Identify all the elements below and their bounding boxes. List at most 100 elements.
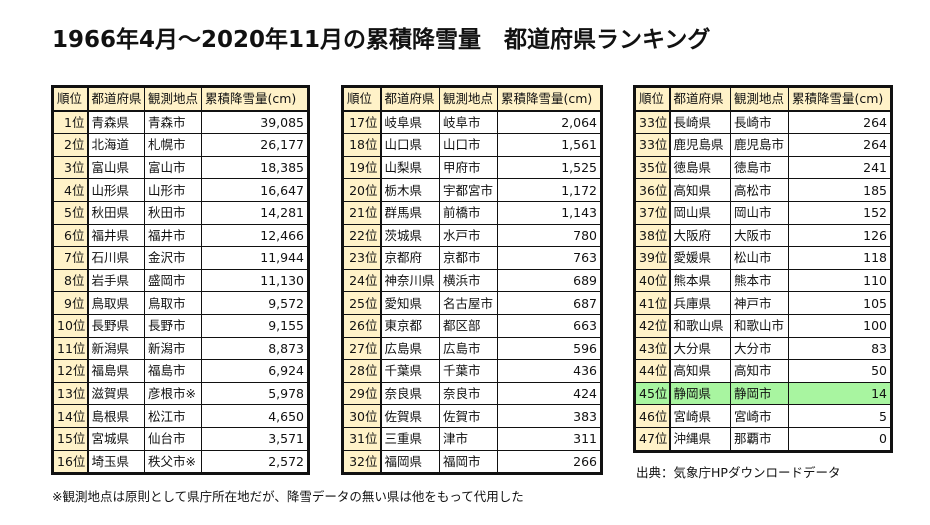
rank-cell: 24位 xyxy=(342,268,382,293)
snowfall-cell: 3,571 xyxy=(201,426,309,451)
snowfall-cell: 50 xyxy=(788,359,892,383)
prefecture-cell: 岡山県 xyxy=(669,200,731,225)
table-row: 12位 福島県 福島市 6,924 xyxy=(52,359,309,383)
snowfall-cell: 1,172 xyxy=(497,178,602,202)
snowfall-cell: 39,085 xyxy=(201,110,309,135)
ranking-table-2: 順位 都道府県 観測地点 累積降雪量(cm) 17位 岐阜県 岐阜市 2,064 18位 山口県… xyxy=(341,85,603,476)
snowfall-cell: 12,466 xyxy=(201,223,309,248)
station-cell: 徳島市 xyxy=(730,155,789,180)
station-cell: 広島市 xyxy=(439,336,498,361)
rank-cell: 39位 xyxy=(634,246,671,270)
station-cell: 長野市 xyxy=(144,313,202,338)
snowfall-cell: 0 xyxy=(788,426,892,452)
rank-cell: 20位 xyxy=(342,178,382,202)
snowfall-cell: 311 xyxy=(497,426,602,451)
prefecture-cell: 鹿児島県 xyxy=(669,133,731,157)
rank-cell: 32位 xyxy=(342,449,382,475)
station-header: 観測地点 xyxy=(144,85,202,112)
table-row: 13位 滋賀県 彦根市※ 5,978 xyxy=(52,381,309,406)
rank-cell: 12位 xyxy=(52,359,89,383)
table-row: 5位 秋田県 秋田市 14,281 xyxy=(52,200,309,225)
station-cell: 彦根市※ xyxy=(144,381,202,406)
prefecture-cell: 栃木県 xyxy=(380,178,440,202)
table-row: 39位 愛媛県 松山市 118 xyxy=(634,246,892,270)
station-cell: 鳥取市 xyxy=(144,291,202,315)
prefecture-cell: 北海道 xyxy=(87,133,145,157)
station-cell: 水戸市 xyxy=(439,223,498,248)
table-row: 19位 山梨県 甲府市 1,525 xyxy=(342,155,602,180)
prefecture-cell: 山形県 xyxy=(87,178,145,202)
snowfall-cell: 185 xyxy=(788,178,892,202)
rank-cell: 17位 xyxy=(342,110,382,135)
rank-cell: 38位 xyxy=(634,223,671,248)
table-row: 16位 埼玉県 秩父市※ 2,572 xyxy=(52,449,309,475)
snowfall-cell: 1,561 xyxy=(497,133,602,157)
station-cell: 和歌山市 xyxy=(730,313,789,338)
snowfall-cell: 383 xyxy=(497,404,602,428)
table-row: 24位 神奈川県 横浜市 689 xyxy=(342,268,602,293)
rank-cell: 42位 xyxy=(634,313,671,338)
rank-cell: 37位 xyxy=(634,200,671,225)
table-row: 1位 青森県 青森市 39,085 xyxy=(52,110,309,135)
snowfall-cell: 118 xyxy=(788,246,892,270)
rank-cell: 43位 xyxy=(634,336,671,361)
station-cell: 鹿児島市 xyxy=(730,133,789,157)
table-row: 9位 鳥取県 鳥取市 9,572 xyxy=(52,291,309,315)
prefecture-cell: 富山県 xyxy=(87,155,145,180)
snowfall-header: 累積降雪量(cm) xyxy=(201,85,309,112)
station-header: 観測地点 xyxy=(730,85,789,112)
snowfall-cell: 152 xyxy=(788,200,892,225)
table-row: 45位 静岡県 静岡市 14 xyxy=(634,381,892,406)
rank-cell: 25位 xyxy=(342,291,382,315)
table-row: 11位 新潟県 新潟市 8,873 xyxy=(52,336,309,361)
snowfall-cell: 2,572 xyxy=(201,449,309,475)
station-cell: 福井市 xyxy=(144,223,202,248)
snowfall-cell: 596 xyxy=(497,336,602,361)
prefecture-cell: 京都府 xyxy=(380,246,440,270)
prefecture-cell: 島根県 xyxy=(87,404,145,428)
ranking-table-1: 順位 都道府県 観測地点 累積降雪量(cm) 1位 青森県 青森市 39,085 2位 北海道札… xyxy=(51,85,310,476)
rank-cell: 40位 xyxy=(634,268,671,293)
prefecture-cell: 宮崎県 xyxy=(669,404,731,428)
station-cell: 前橋市 xyxy=(439,200,498,225)
rank-cell: 7位 xyxy=(52,246,89,270)
station-cell: 青森市 xyxy=(144,110,202,135)
snowfall-cell: 424 xyxy=(497,381,602,406)
snowfall-cell: 16,647 xyxy=(201,178,309,202)
prefecture-cell: 福岡県 xyxy=(380,449,440,475)
snowfall-cell: 663 xyxy=(497,313,602,338)
prefecture-cell: 山梨県 xyxy=(380,155,440,180)
station-cell: 金沢市 xyxy=(144,246,202,270)
station-cell: 福島市 xyxy=(144,359,202,383)
rank-header: 順位 xyxy=(342,85,382,112)
station-cell: 神戸市 xyxy=(730,291,789,315)
station-cell: 宇都宮市 xyxy=(439,178,498,202)
station-cell: 京都市 xyxy=(439,246,498,270)
station-cell: 仙台市 xyxy=(144,426,202,451)
station-cell: 高松市 xyxy=(730,178,789,202)
rank-cell: 19位 xyxy=(342,155,382,180)
footnote: ※観測地点は原則として県庁所在地だが、降雪データの無い県は他をもって代用した xyxy=(52,489,524,504)
table-row: 4位 山形県 山形市 16,647 xyxy=(52,178,309,202)
snowfall-cell: 9,572 xyxy=(201,291,309,315)
table-row: 44位 高知県 高知市 50 xyxy=(634,359,892,383)
rank-cell: 41位 xyxy=(634,291,671,315)
station-cell: 山形市 xyxy=(144,178,202,202)
rank-cell: 26位 xyxy=(342,313,382,338)
rank-header: 順位 xyxy=(634,85,671,112)
table-row: 38位 大阪府 大阪市 126 xyxy=(634,223,892,248)
source-note: 出典：気象庁HPダウンロードデータ xyxy=(636,465,841,480)
prefecture-cell: 神奈川県 xyxy=(380,268,440,293)
table-row: 17位 岐阜県 岐阜市 2,064 xyxy=(342,110,602,135)
prefecture-cell: 長崎県 xyxy=(669,110,731,135)
station-cell: 長崎市 xyxy=(730,110,789,135)
table-row: 46位 宮崎県 宮崎市 5 xyxy=(634,404,892,428)
prefecture-cell: 熊本県 xyxy=(669,268,731,293)
table-row: 22位 茨城県 水戸市 780 xyxy=(342,223,602,248)
rank-cell: 11位 xyxy=(52,336,89,361)
prefecture-cell: 山口県 xyxy=(380,133,440,157)
prefecture-cell: 福井県 xyxy=(87,223,145,248)
prefecture-cell: 大分県 xyxy=(669,336,731,361)
table-header-row: 順位 都道府県 観測地点 累積降雪量(cm) xyxy=(52,85,309,112)
prefecture-cell: 新潟県 xyxy=(87,336,145,361)
